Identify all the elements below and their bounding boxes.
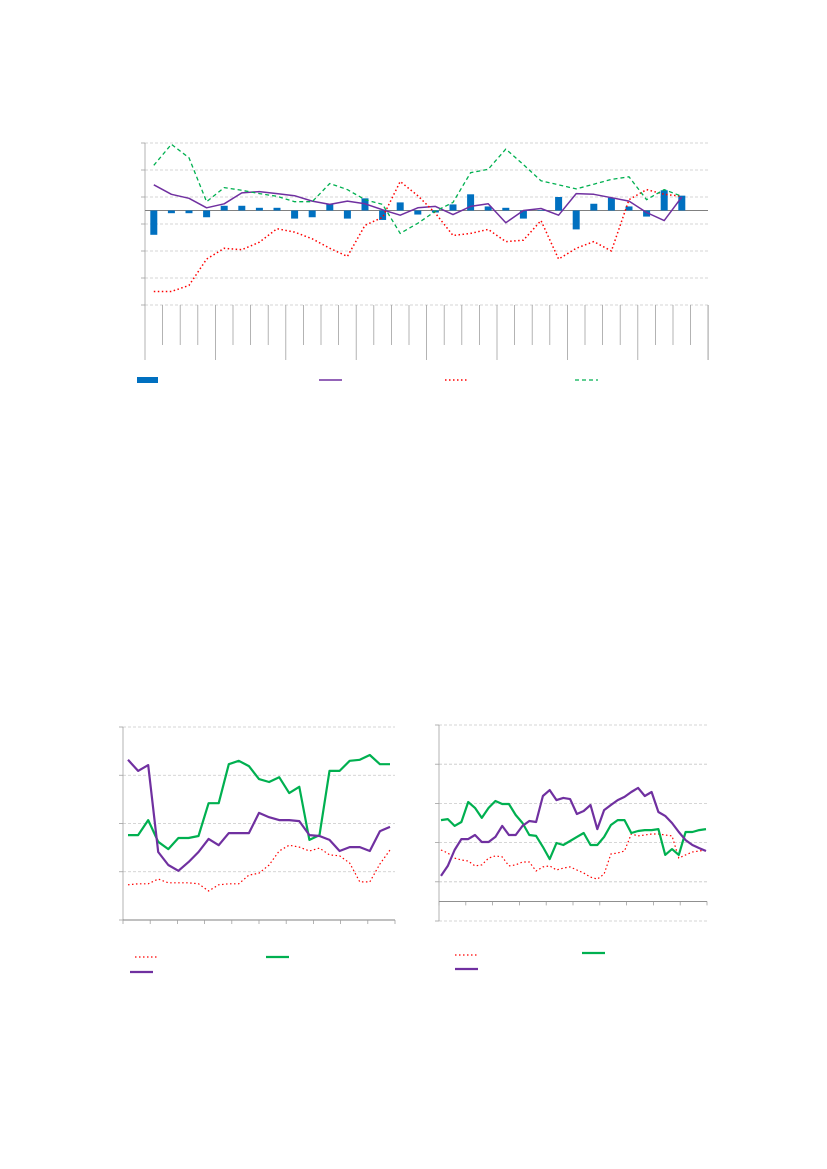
bar (572, 210, 580, 230)
bar (308, 210, 316, 218)
line-series (128, 753, 390, 851)
bar (326, 204, 334, 211)
bar (343, 210, 351, 219)
bar (555, 197, 563, 211)
bar (660, 190, 668, 211)
line-series (440, 799, 707, 861)
bar (643, 210, 651, 217)
bar (484, 206, 492, 211)
bar (396, 202, 404, 211)
line-series (440, 833, 707, 880)
bar (185, 210, 193, 214)
bar (502, 207, 510, 211)
bar (273, 207, 281, 211)
line-series (153, 184, 683, 224)
bar (590, 203, 598, 211)
bar (414, 210, 422, 215)
bar (150, 210, 158, 235)
bar (203, 210, 211, 218)
line-series (153, 143, 683, 235)
bar (238, 205, 246, 211)
bar (519, 210, 527, 219)
bar (255, 207, 263, 211)
bar (220, 205, 228, 211)
bar (625, 206, 633, 211)
bar (379, 210, 387, 220)
legend-swatch (137, 377, 158, 383)
bar (537, 210, 545, 211)
bar (449, 204, 457, 211)
bar (291, 210, 299, 219)
bar (678, 195, 686, 211)
bar (167, 210, 175, 214)
bar (607, 197, 615, 211)
bar (467, 194, 475, 211)
line-series (127, 759, 391, 872)
line-series (440, 786, 707, 877)
line-series (153, 180, 682, 293)
line-series (127, 844, 391, 892)
